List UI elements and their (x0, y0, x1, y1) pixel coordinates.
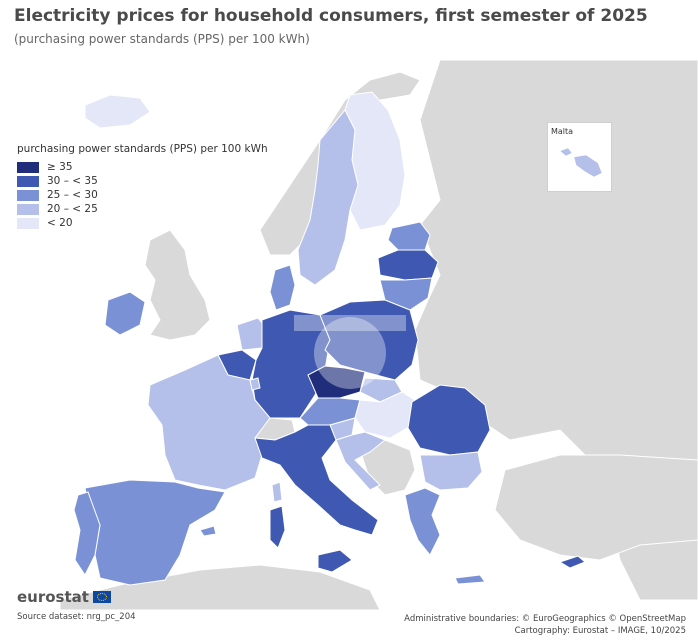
land-no-data-turkey (494, 454, 698, 561)
region-crete (454, 574, 486, 585)
watermark-band (294, 315, 406, 331)
region-sicily (317, 549, 353, 573)
malta-map (559, 147, 603, 178)
land-no-data-iceland (84, 94, 151, 129)
legend-item: < 20 (17, 216, 268, 230)
eu-flag-icon (92, 591, 111, 603)
region-luxembourg (249, 377, 261, 391)
region-estonia (387, 221, 431, 251)
region-corsica (271, 481, 283, 503)
legend-label: 20 – < 25 (47, 203, 98, 215)
region-slovakia (359, 377, 403, 403)
region-bulgaria (419, 451, 483, 491)
credits-boundaries: Administrative boundaries: © EuroGeograp… (404, 614, 686, 624)
region-cyprus (558, 555, 586, 569)
region-sardinia (269, 505, 286, 549)
credits: Administrative boundaries: © EuroGeograp… (404, 613, 686, 637)
eurostat-logo: eurostat (17, 588, 111, 606)
credits-cartography: Cartography: Eurostat – IMAGE, 10/2025 (514, 626, 686, 636)
legend-swatch (17, 217, 39, 229)
legend-item: 20 – < 25 (17, 202, 268, 216)
bta-watermark (294, 315, 406, 389)
map-subtitle: (purchasing power standards (PPS) per 10… (14, 32, 310, 46)
region-ireland (104, 291, 146, 336)
region-hungary (354, 391, 419, 439)
legend-label: ≥ 35 (47, 161, 73, 173)
logo-text: eurostat (17, 588, 89, 606)
inset-label: Malta (551, 127, 574, 136)
region-croatia (335, 431, 386, 491)
malta-inset: Malta (547, 122, 612, 192)
region-sweden (297, 109, 359, 286)
legend-swatch (17, 189, 39, 201)
map-title: Electricity prices for household consume… (14, 6, 648, 26)
legend-item: 25 – < 30 (17, 188, 268, 202)
region-italy (254, 424, 379, 536)
map-legend: purchasing power standards (PPS) per 100… (17, 143, 268, 230)
region-poland (319, 299, 419, 381)
legend-title: purchasing power standards (PPS) per 100… (17, 143, 268, 155)
region-malta (559, 147, 603, 178)
legend-label: < 20 (47, 217, 73, 229)
europe-map (59, 59, 698, 610)
legend-swatch (17, 203, 39, 215)
region-portugal (73, 491, 101, 576)
region-denmark (269, 264, 296, 311)
legend-label: 30 – < 35 (47, 175, 98, 187)
region-romania (407, 384, 491, 456)
region-balearic (199, 525, 217, 537)
watermark-globe (314, 317, 386, 389)
legend-label: 25 – < 30 (47, 189, 98, 201)
land-no-data-uk (144, 229, 211, 341)
source-note: Source dataset: nrg_pc_204 (17, 612, 136, 622)
legend-swatch (17, 175, 39, 187)
region-finland (344, 91, 406, 231)
legend-item: ≥ 35 (17, 160, 268, 174)
region-latvia (377, 249, 439, 281)
region-greece (404, 487, 441, 556)
legend-item: 30 – < 35 (17, 174, 268, 188)
legend-swatch (17, 161, 39, 173)
